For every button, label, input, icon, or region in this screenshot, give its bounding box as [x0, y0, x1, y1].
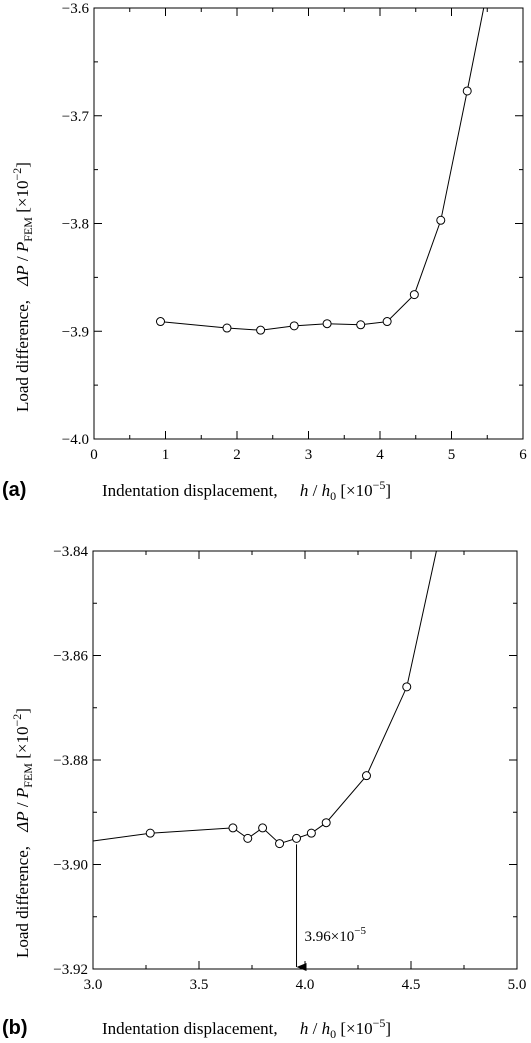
series-a: [155, 7, 485, 335]
data-point: [321, 818, 331, 828]
y-tick-label: −3.9: [62, 324, 89, 340]
data-point: [361, 771, 371, 781]
data-point: [322, 319, 332, 329]
plot-frame-b: [92, 550, 518, 970]
y-tick-label: −3.86: [53, 649, 88, 665]
data-point: [292, 833, 302, 843]
data-point: [462, 86, 472, 96]
chart-panel-b: 3.0 3.5 4.0 4.5 5.0 −3.92 −3.90 −3.88 −3.86 −3.8…: [2, 544, 526, 1041]
data-point: [258, 823, 268, 833]
y-axis-label-a: Load difference, ΔP / PFEM [×10−2]: [10, 162, 35, 412]
x-tick-label: 3.0: [84, 977, 103, 993]
plot-frame-a: [93, 7, 524, 440]
x-tick-label: 5.0: [508, 977, 527, 993]
data-point: [356, 320, 366, 330]
series-b: [92, 550, 437, 849]
ticks-a: [93, 7, 524, 440]
data-point: [409, 290, 419, 300]
y-axis-label-b: Load difference, ΔP / PFEM [×10−2]: [10, 708, 35, 958]
x-tick-labels-b: 3.0 3.5 4.0 4.5 5.0: [84, 977, 527, 993]
y-tick-label: −3.88: [53, 753, 88, 769]
x-tick-label: 1: [162, 447, 170, 463]
x-tick-label: 4.5: [402, 977, 421, 993]
y-tick-label: −3.8: [62, 217, 89, 233]
series-line: [160, 7, 485, 331]
y-tick-label: −3.84: [53, 544, 88, 560]
x-tick-label: 3.5: [190, 977, 209, 993]
data-point: [382, 317, 392, 327]
annotation-label: 3.96×10−5: [305, 925, 367, 945]
x-tick-label: 4: [376, 447, 384, 463]
y-tick-labels-a: −4.0 −3.9 −3.8 −3.7 −3.6: [62, 1, 90, 448]
y-tick-label: −3.7: [62, 109, 90, 125]
x-tick-label: 4.0: [296, 977, 315, 993]
x-axis-label-a: Indentation displacement, h / h0 [×10−5]: [102, 478, 391, 503]
data-point: [256, 325, 266, 335]
x-tick-label: 0: [90, 447, 98, 463]
data-point: [289, 321, 299, 331]
y-tick-label: −3.90: [53, 858, 88, 874]
y-tick-label: −4.0: [62, 432, 89, 448]
data-point: [222, 323, 232, 333]
annotation-b: 3.96×10−5: [296, 844, 367, 971]
panel-label-a: (a): [2, 479, 26, 501]
chart-panel-a: 0 1 2 3 4 5 6 −4.0 −3.9 −3.8 −3.7 −3.6 (a) Indenta…: [2, 1, 527, 503]
data-point: [145, 828, 155, 838]
panel-label-b: (b): [2, 1017, 28, 1039]
y-tick-label: −3.6: [62, 1, 90, 17]
y-tick-labels-b: −3.92 −3.90 −3.88 −3.86 −3.84: [53, 544, 88, 978]
data-point: [306, 828, 316, 838]
data-point: [402, 682, 412, 692]
x-tick-label: 6: [519, 447, 527, 463]
data-point: [243, 833, 253, 843]
x-axis-label-b: Indentation displacement, h / h0 [×10−5]: [102, 1016, 391, 1041]
x-tick-label: 2: [233, 447, 241, 463]
x-tick-label: 3: [305, 447, 313, 463]
x-tick-label: 5: [448, 447, 456, 463]
x-tick-labels-a: 0 1 2 3 4 5 6: [90, 447, 527, 463]
series-line: [92, 550, 437, 845]
ticks-b: [92, 550, 518, 970]
data-point: [436, 215, 446, 225]
data-point: [155, 317, 165, 327]
data-point: [228, 823, 238, 833]
y-tick-label: −3.92: [53, 962, 88, 978]
data-point: [275, 839, 285, 849]
